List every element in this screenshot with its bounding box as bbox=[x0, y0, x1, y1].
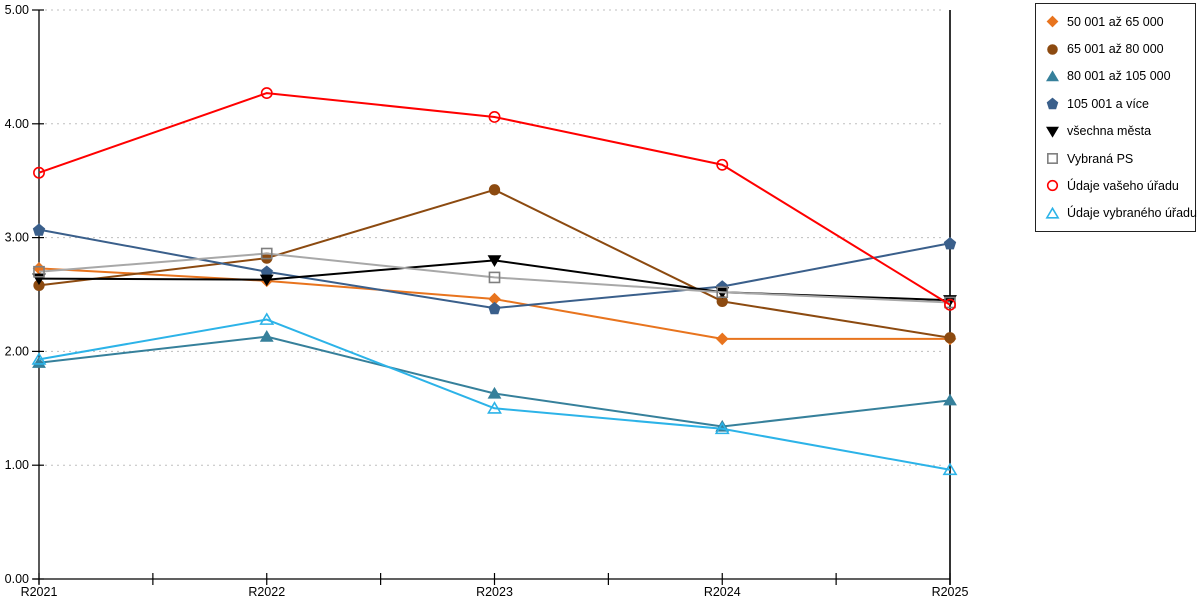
data-point-marker bbox=[31, 352, 47, 365]
data-point-marker bbox=[944, 298, 956, 311]
legend-item: všechna města bbox=[1045, 124, 1195, 139]
legend-label: 80 001 až 105 000 bbox=[1067, 69, 1171, 84]
data-point-marker bbox=[1046, 97, 1059, 110]
data-point-marker bbox=[716, 286, 729, 299]
data-point-marker bbox=[1047, 43, 1058, 55]
data-point-marker bbox=[32, 223, 46, 236]
x-tick-label: R2022 bbox=[248, 585, 285, 599]
series-line bbox=[38, 92, 951, 306]
triangle-legend-marker-icon bbox=[1046, 70, 1059, 82]
y-tick-label: 2.00 bbox=[5, 344, 29, 358]
data-point-marker bbox=[715, 332, 729, 346]
legend-label: Údaje vybraného úřadu bbox=[1067, 206, 1197, 221]
data-point-marker bbox=[487, 401, 502, 414]
data-point-marker bbox=[1046, 126, 1059, 138]
legend-label: 105 001 a více bbox=[1067, 96, 1150, 111]
data-point-marker bbox=[260, 247, 273, 260]
data-point-marker bbox=[488, 301, 501, 315]
series-2 bbox=[32, 330, 957, 432]
axes: 0.00 1.00 2.00 3.00 4.00 5.00 R2021 R2022 R2023 R… bbox=[5, 3, 969, 599]
circle-legend-marker-icon bbox=[1046, 180, 1059, 192]
legend-item: Vybraná PS bbox=[1045, 151, 1195, 166]
series-5 bbox=[33, 247, 956, 309]
y-tick-label: 3.00 bbox=[5, 231, 29, 245]
data-point-marker bbox=[32, 356, 46, 368]
series-line bbox=[38, 252, 951, 304]
x-tick-label: R2025 bbox=[932, 585, 969, 599]
pentagon-legend-marker-icon bbox=[1046, 97, 1059, 110]
legend-label: 65 001 až 80 000 bbox=[1067, 42, 1164, 57]
data-point-marker bbox=[1046, 70, 1059, 82]
data-point-marker bbox=[716, 158, 729, 171]
data-point-marker bbox=[259, 330, 274, 342]
diamond-legend-marker-icon bbox=[1046, 15, 1059, 28]
legend-item: 80 001 až 105 000 bbox=[1045, 69, 1195, 84]
y-tick-label: 1.00 bbox=[5, 458, 29, 472]
data-point-marker bbox=[714, 421, 730, 435]
data-point-marker bbox=[488, 271, 501, 284]
y-tick-label: 4.00 bbox=[5, 117, 29, 131]
data-point-marker bbox=[943, 237, 957, 250]
legend-item: 65 001 až 80 000 bbox=[1045, 42, 1195, 57]
data-point-marker bbox=[488, 184, 501, 196]
legend-label: Údaje vašeho úřadu bbox=[1067, 178, 1179, 193]
data-point-marker bbox=[942, 462, 958, 476]
legend-item: Údaje vašeho úřadu bbox=[1045, 178, 1195, 193]
triangle-legend-marker-icon bbox=[1045, 206, 1060, 219]
data-point-marker bbox=[943, 393, 957, 406]
chart-legend: 50 001 až 65 000 65 001 až 80 000 80 001 a… bbox=[1035, 3, 1197, 232]
gridlines bbox=[39, 9, 945, 466]
data-point-marker bbox=[33, 265, 45, 278]
x-tick-label: R2023 bbox=[476, 585, 513, 599]
data-point-marker bbox=[488, 111, 501, 123]
series-6 bbox=[33, 87, 956, 311]
data-point-marker bbox=[1046, 15, 1059, 28]
data-point-marker bbox=[487, 386, 502, 399]
data-point-marker bbox=[944, 332, 956, 344]
data-point-marker bbox=[487, 255, 502, 267]
series-7 bbox=[31, 312, 958, 476]
data-point-marker bbox=[260, 87, 273, 100]
data-point-marker bbox=[1045, 206, 1060, 219]
data-point-marker bbox=[33, 166, 45, 179]
y-tick-label: 5.00 bbox=[5, 3, 29, 17]
x-tick-label: R2024 bbox=[704, 585, 741, 599]
triangle-down-legend-marker-icon bbox=[1046, 126, 1059, 138]
data-point-marker bbox=[1046, 180, 1059, 192]
legend-label: 50 001 až 65 000 bbox=[1067, 14, 1164, 29]
legend-item: 50 001 až 65 000 bbox=[1045, 14, 1195, 29]
legend-label: všechna města bbox=[1067, 124, 1152, 139]
circle-legend-marker-icon bbox=[1047, 43, 1058, 55]
legend-item: Údaje vybraného úřadu bbox=[1045, 206, 1197, 221]
series-line bbox=[38, 318, 951, 471]
square-legend-marker-icon bbox=[1047, 153, 1058, 165]
data-point-marker bbox=[259, 312, 275, 325]
data-point-marker bbox=[259, 274, 274, 287]
legend-label: Vybraná PS bbox=[1067, 151, 1134, 166]
legend-item: 105 001 a více bbox=[1045, 96, 1195, 111]
data-point-marker bbox=[1047, 153, 1058, 165]
y-tick-label: 0.00 bbox=[5, 572, 29, 586]
x-tick-label: R2021 bbox=[21, 585, 58, 599]
